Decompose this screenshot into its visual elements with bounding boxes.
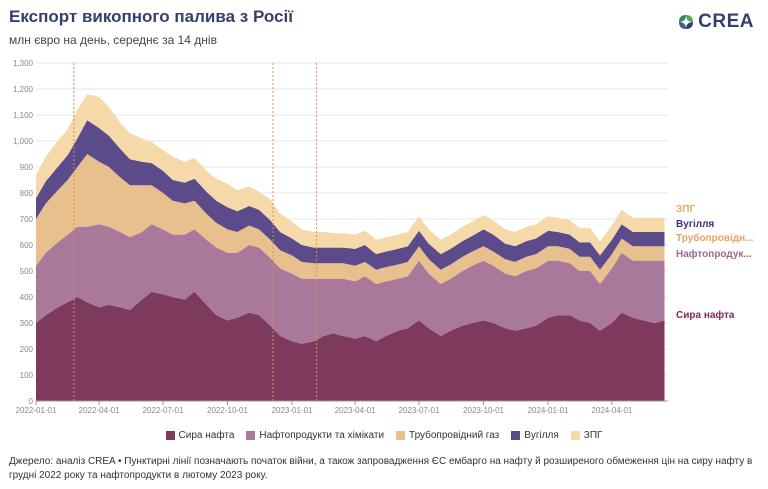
y-tick-label: 700 xyxy=(20,215,34,224)
y-tick-label: 500 xyxy=(20,267,34,276)
area-вугілля xyxy=(36,120,665,270)
y-tick-label: 300 xyxy=(20,319,34,328)
crea-leaf-icon xyxy=(679,15,694,29)
legend-item: ЗПГ xyxy=(570,430,603,441)
end-label: Вугілля xyxy=(676,219,714,230)
y-tick-label: 600 xyxy=(20,241,34,250)
y-tick-label: 1,200 xyxy=(13,85,34,94)
y-tick-label: 200 xyxy=(20,345,34,354)
end-label: Трубопровідн... xyxy=(676,232,754,244)
legend-item: Сира нафта xyxy=(165,430,235,441)
area-зпг xyxy=(36,94,665,256)
logo-text: CREA xyxy=(698,11,754,32)
legend-label: Сира нафта xyxy=(178,430,235,441)
area-series xyxy=(36,94,665,401)
area-трубопровідний-газ xyxy=(36,154,665,284)
y-tick-label: 100 xyxy=(20,371,34,380)
legend-label: Вугілля xyxy=(524,430,559,441)
series-end-labels: ЗПГ Вугілля Трубопровідн... Нафтопродук... С… xyxy=(676,204,754,321)
y-tick-label: 0 xyxy=(29,397,34,406)
y-tick-label: 900 xyxy=(20,163,34,172)
area-сира-нафта xyxy=(36,291,665,401)
x-tick-label: 2022-07-01 xyxy=(143,406,184,415)
x-tick-label: 2023-01-01 xyxy=(272,406,313,415)
legend: Сира нафта Нафтопродукти та хімікати Трубо… xyxy=(0,430,768,441)
y-tick-label: 400 xyxy=(20,293,34,302)
source-note: Джерело: аналіз CREA • Пунктирні лінії п… xyxy=(9,456,753,481)
y-tick-label: 1,300 xyxy=(13,59,34,68)
legend-item: Трубопровідний газ xyxy=(396,430,499,441)
legend-label: ЗПГ xyxy=(583,430,603,441)
legend-swatch xyxy=(246,431,256,440)
chart-title: Експорт викопного палива з Росії xyxy=(9,7,293,26)
area-нафтопродукти-та-хімікати xyxy=(36,224,665,344)
x-tick-label: 2023-10-01 xyxy=(463,406,504,415)
x-tick-label: 2024-04-01 xyxy=(591,406,632,415)
legend-swatch xyxy=(165,431,175,440)
chart-subtitle: млн євро на день, середнє за 14 днів xyxy=(9,33,217,47)
legend-label: Нафтопродукти та хімікати xyxy=(259,430,385,441)
x-tick-label: 2022-10-01 xyxy=(207,406,248,415)
end-label: ЗПГ xyxy=(676,204,695,215)
y-tick-label: 800 xyxy=(20,189,34,198)
y-axis: 0 100 200 300 400 500 600 700 800 900 1,000 1,100 1,… xyxy=(13,59,34,406)
end-label: Нафтопродук... xyxy=(676,248,752,260)
y-tick-label: 1,100 xyxy=(13,111,34,120)
x-axis: 2022-01-01 2022-04-01 2022-07-01 2022-10-01… xyxy=(16,400,668,415)
x-tick-label: 2022-04-01 xyxy=(79,406,120,415)
legend-swatch xyxy=(396,431,406,440)
x-tick-label: 2024-01-01 xyxy=(528,406,569,415)
legend-label: Трубопровідний газ xyxy=(409,430,500,441)
stacked-area-chart: 0 100 200 300 400 500 600 700 800 900 1,000 1,100 1,… xyxy=(13,59,754,415)
legend-swatch xyxy=(570,431,580,440)
legend-item: Нафтопродукти та хімікати xyxy=(246,430,384,441)
legend-swatch xyxy=(511,431,521,440)
y-tick-label: 1,000 xyxy=(13,137,34,146)
x-tick-label: 2023-04-01 xyxy=(335,406,376,415)
legend-item: Вугілля xyxy=(511,430,559,441)
x-tick-label: 2022-01-01 xyxy=(16,406,57,415)
x-tick-label: 2023-07-01 xyxy=(399,406,440,415)
end-label: Сира нафта xyxy=(676,309,735,321)
event-lines xyxy=(73,63,318,401)
crea-logo: CREA xyxy=(677,11,754,33)
